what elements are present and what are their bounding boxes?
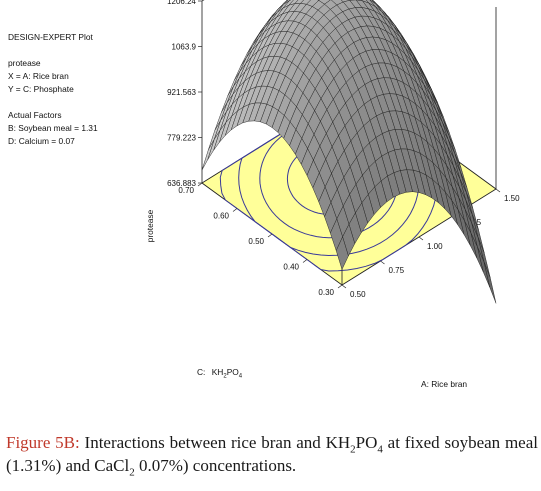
- surface-plot: DESIGN-EXPERT Plot protease X = A: Rice …: [8, 0, 520, 389]
- surface-facet: [483, 261, 497, 304]
- z-tick-label-3: 921.563: [167, 88, 196, 97]
- x-tick-label-3: 1.00: [427, 242, 443, 251]
- z-tick-label-5: 1206.24: [167, 0, 196, 6]
- y-axis-label: C: KH2PO4: [197, 367, 243, 380]
- surface-facet: [201, 139, 215, 171]
- x-tick-label-2: 0.75: [389, 266, 405, 275]
- plot-legend: DESIGN-EXPERT Plot protease X = A: Rice …: [8, 32, 98, 146]
- x-axis-label: A: Rice bran: [421, 379, 467, 389]
- z-axis-label: protease: [145, 209, 155, 242]
- x-tick-label-1: 0.50: [350, 290, 366, 299]
- figure-frame: DESIGN-EXPERT Plot protease X = A: Rice …: [8, 0, 520, 389]
- z-tick-label-4: 1063.9: [172, 43, 197, 52]
- y-tick-label-1: 0.30: [318, 288, 334, 297]
- y-tick-label-3: 0.50: [248, 237, 264, 246]
- y-tick-mark-1: [337, 284, 343, 289]
- caption-text-3: at fixed soybean meal (1.31%) and CaCl: [6, 433, 538, 475]
- caption-sub-1: 2: [350, 443, 356, 456]
- caption-text-4: 0.07%) concentrations.: [134, 456, 297, 475]
- legend-factors-title: Actual Factors: [8, 110, 62, 120]
- figure-caption: Figure 5B: Interactions between rice bra…: [6, 431, 538, 479]
- axes: protease A: Rice bran C: KH2PO4 636.883 7…: [145, 0, 467, 389]
- legend-factor-d: D: Calcium = 0.07: [8, 136, 75, 146]
- x-tick-mark-3: [418, 236, 424, 241]
- x-tick-mark-1: [341, 284, 347, 289]
- caption-sub-2: 4: [377, 443, 383, 456]
- y-tick-label-2: 0.40: [283, 263, 299, 272]
- legend-program: DESIGN-EXPERT Plot: [8, 32, 94, 42]
- legend-response: protease: [8, 58, 41, 68]
- y-tick-mark-5: [197, 182, 203, 187]
- y-tick-label-5: 0.70: [178, 186, 194, 195]
- caption-text-1: Interactions between rice bran and KH: [79, 433, 351, 452]
- y-tick-mark-2: [302, 259, 308, 263]
- legend-factor-b: B: Soybean meal = 1.31: [8, 123, 98, 133]
- x-tick-mark-2: [380, 260, 385, 265]
- response-surface: [201, 0, 497, 304]
- surface-facet: [335, 236, 349, 271]
- y-tick-mark-4: [232, 208, 238, 212]
- z-tick-label-2: 779.223: [167, 133, 196, 142]
- y-tick-mark-3: [267, 233, 273, 238]
- caption-sub-3: 2: [129, 466, 135, 479]
- x-tick-label-5: 1.50: [504, 194, 520, 203]
- caption-text-2: PO: [355, 433, 378, 452]
- x-tick-mark-5: [495, 188, 501, 193]
- caption-label: Figure 5B:: [6, 433, 80, 452]
- z-tick-label-1: 636.883: [167, 179, 196, 188]
- legend-y-def: Y = C: Phosphate: [8, 84, 74, 94]
- y-tick-label-4: 0.60: [213, 212, 229, 221]
- legend-x-def: X = A: Rice bran: [8, 71, 69, 81]
